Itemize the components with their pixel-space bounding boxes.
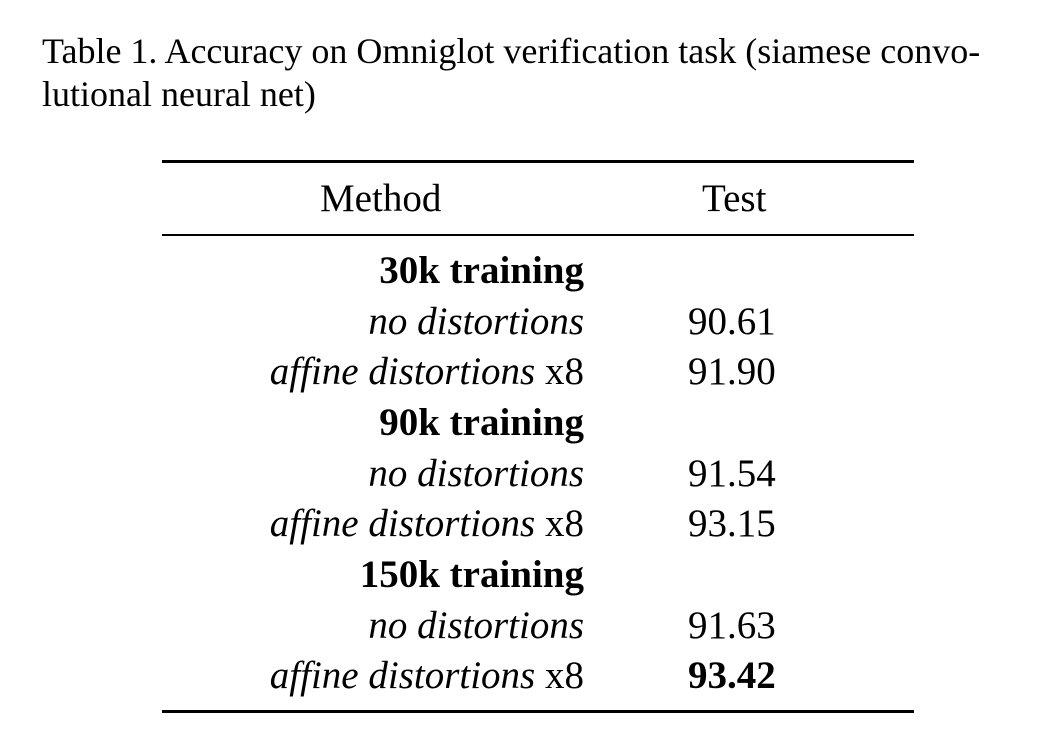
- header-method: Method: [320, 177, 442, 220]
- method-name: affine distortions: [269, 350, 536, 393]
- test-value: 90.61: [688, 300, 776, 343]
- method-name: affine distortions: [269, 502, 536, 545]
- header-test: Test: [702, 177, 767, 220]
- caption-line-2: lutional neural net): [42, 74, 316, 114]
- method-cell: no distortions: [368, 451, 584, 497]
- method-cell: affine distortions x8: [270, 501, 584, 547]
- method-name: no distortions: [368, 300, 584, 343]
- caption-line-1: Table 1. Accuracy on Omniglot verificati…: [42, 31, 981, 71]
- method-cell: affine distortions x8: [270, 653, 584, 699]
- test-value: 91.90: [688, 350, 776, 393]
- method-cell: no distortions: [368, 299, 584, 345]
- group-label: 150k training: [359, 553, 584, 596]
- group-label: 90k training: [379, 401, 584, 444]
- test-value-best: 93.42: [688, 654, 776, 697]
- method-cell: no distortions: [368, 603, 584, 649]
- test-value: 91.54: [688, 452, 776, 495]
- results-table: Method Test 30k training no distortions …: [162, 160, 914, 716]
- top-rule: [162, 160, 914, 163]
- table-caption: Table 1. Accuracy on Omniglot verificati…: [42, 30, 1032, 116]
- method-cell: affine distortions x8: [270, 349, 584, 395]
- group-label: 30k training: [379, 249, 584, 292]
- method-suffix: x8: [535, 350, 584, 393]
- test-value: 93.15: [688, 502, 776, 545]
- method-suffix: x8: [535, 502, 584, 545]
- method-suffix: x8: [535, 654, 584, 697]
- method-name: affine distortions: [269, 654, 536, 697]
- test-value: 91.63: [688, 604, 776, 647]
- method-name: no distortions: [368, 452, 584, 495]
- method-name: no distortions: [368, 604, 584, 647]
- bottom-rule: [162, 710, 914, 713]
- header-rule: [162, 234, 914, 236]
